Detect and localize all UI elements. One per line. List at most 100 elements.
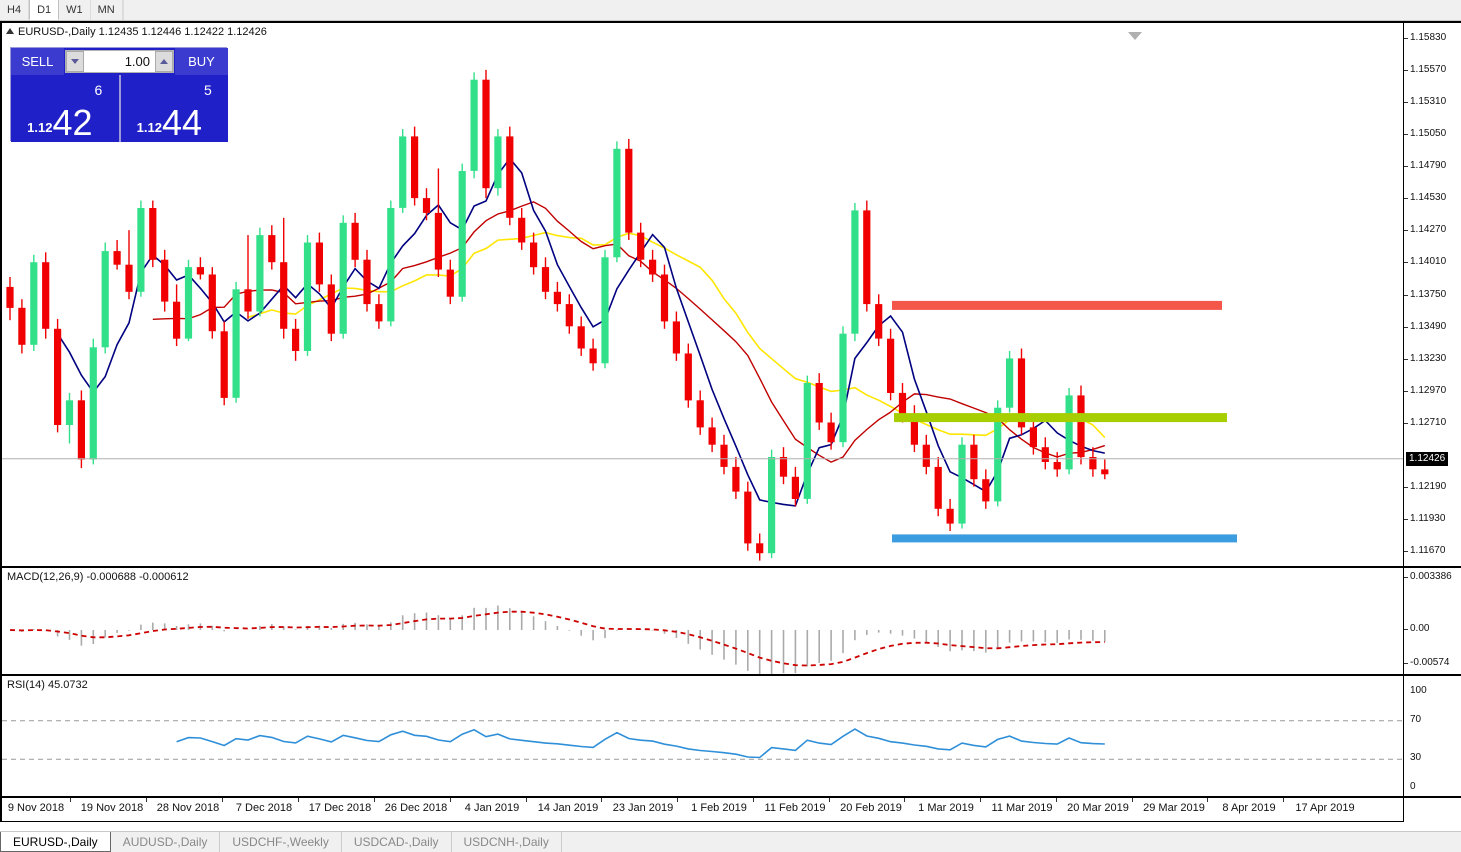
- volume-increase-button[interactable]: [155, 51, 173, 72]
- candle: [553, 281, 561, 312]
- candle: [101, 242, 109, 354]
- candle: [601, 249, 609, 369]
- chart-tab-usdchf-weekly[interactable]: USDCHF-,Weekly: [220, 832, 342, 852]
- candle: [30, 254, 38, 351]
- candle: [89, 338, 97, 465]
- price-scale-label: 1.13230: [1410, 352, 1447, 364]
- candle-body: [446, 269, 454, 297]
- time-scale-label: 1 Feb 2019: [691, 802, 747, 814]
- candle: [613, 141, 621, 263]
- candle-body: [684, 353, 692, 401]
- timeframe-button-mn[interactable]: MN: [90, 0, 123, 20]
- candle: [1077, 385, 1085, 465]
- candle-body: [351, 222, 359, 260]
- volume-input[interactable]: 1.00: [84, 51, 155, 72]
- tick-mark: [1404, 663, 1408, 664]
- chart-frame: EURUSD-,Daily 1.12435 1.12446 1.12422 1.…: [0, 21, 1461, 831]
- candle: [768, 449, 776, 559]
- volume-decrease-button[interactable]: [66, 51, 84, 72]
- time-scale-label: 9 Nov 2018: [7, 802, 65, 814]
- chart-tab-audusd-daily[interactable]: AUDUSD-,Daily: [111, 832, 221, 852]
- sell-price-quote[interactable]: 1.12 42 6: [11, 75, 121, 142]
- support-line: [892, 534, 1237, 543]
- macd-pane[interactable]: MACD(12,26,9) -0.000688 -0.000612: [0, 568, 1404, 676]
- one-click-trading-panel[interactable]: SELL 1.00 BUY 1.12 42 6 1.12 44 5: [10, 47, 228, 142]
- price-scale-label: 1.15050: [1410, 128, 1447, 140]
- price-scale-label: 1.14010: [1410, 256, 1447, 268]
- time-scale-tick: [904, 798, 905, 802]
- candle: [399, 129, 407, 213]
- candle: [327, 274, 335, 342]
- candle: [375, 294, 383, 329]
- candle-body: [89, 347, 97, 460]
- rsi-pane[interactable]: RSI(14) 45.0732: [0, 676, 1404, 798]
- candle-body: [268, 235, 276, 263]
- candle: [672, 311, 680, 361]
- current-price-tag: 1.12426: [1406, 451, 1449, 466]
- chart-tab-usdcad-daily[interactable]: USDCAD-,Daily: [342, 832, 452, 852]
- candle: [292, 318, 300, 361]
- candle-body: [363, 259, 371, 305]
- candle: [196, 257, 204, 280]
- time-scale-label: 11 Feb 2019: [764, 802, 826, 814]
- time-scale-tick: [374, 798, 375, 802]
- candle: [660, 264, 669, 329]
- rsi-title: RSI(14) 45.0732: [7, 679, 88, 691]
- candle-body: [458, 171, 466, 297]
- candle-body: [637, 232, 645, 260]
- candle-body: [1006, 358, 1014, 408]
- candle: [910, 405, 918, 453]
- candle: [208, 267, 216, 339]
- candle: [708, 417, 716, 453]
- tick-mark: [1404, 166, 1408, 168]
- candle: [351, 212, 359, 268]
- buy-button[interactable]: BUY: [175, 48, 228, 75]
- candle: [744, 481, 752, 551]
- candle: [1065, 387, 1073, 475]
- candle-body: [161, 259, 169, 302]
- candle-body: [292, 328, 300, 351]
- candle-body: [589, 348, 597, 364]
- candle: [18, 299, 26, 354]
- candle-body: [827, 422, 835, 443]
- candle-body: [779, 457, 788, 477]
- sell-price-prefix: 1.12: [27, 120, 53, 135]
- buy-price-quote[interactable]: 1.12 44 5: [120, 75, 228, 142]
- candle-body: [113, 251, 121, 265]
- candle-body: [982, 479, 990, 502]
- price-scale-label: 1.12190: [1410, 480, 1447, 492]
- timeframe-button-w1[interactable]: W1: [59, 0, 91, 20]
- candle-body: [970, 444, 978, 480]
- candle: [339, 215, 347, 339]
- candle: [851, 203, 859, 342]
- price-chart-pane[interactable]: EURUSD-,Daily 1.12435 1.12446 1.12422 1.…: [0, 23, 1404, 568]
- candle-body: [839, 333, 847, 443]
- sell-button[interactable]: SELL: [11, 48, 64, 75]
- candle-body: [744, 491, 752, 544]
- tick-mark: [1404, 518, 1408, 520]
- volume-stepper[interactable]: 1.00: [65, 50, 174, 73]
- chart-tab-usdcnh-daily[interactable]: USDCNH-,Daily: [452, 832, 562, 852]
- candle: [779, 447, 788, 485]
- candle-body: [660, 274, 669, 322]
- time-scale-label: 8 Apr 2019: [1222, 802, 1276, 814]
- time-scale-tick: [1283, 798, 1284, 802]
- collapse-arrow-icon[interactable]: [6, 28, 14, 34]
- candle-body: [137, 208, 145, 292]
- timeframe-button-d1[interactable]: D1: [29, 0, 60, 20]
- timeframe-button-h4[interactable]: H4: [0, 0, 30, 20]
- chart-header-text: EURUSD-,Daily 1.12435 1.12446 1.12422 1.…: [18, 26, 267, 38]
- candle-body: [541, 267, 550, 292]
- time-scale[interactable]: 9 Nov 2018 19 Nov 2018 28 Nov 2018 7 Dec 20…: [0, 798, 1404, 822]
- chart-scroll-marker-icon[interactable]: [1128, 32, 1142, 40]
- candle: [815, 373, 823, 430]
- candle: [280, 217, 288, 339]
- candle-body: [922, 444, 930, 467]
- price-scale[interactable]: 1.15830 1.15570 1.15310 1.15050 1.14790 1.145…: [1404, 23, 1461, 568]
- candle: [387, 200, 395, 327]
- chart-tab-eurusd-daily[interactable]: EURUSD-,Daily: [0, 832, 111, 852]
- candle-body: [768, 457, 776, 554]
- sell-price-main: 42: [52, 102, 93, 144]
- candle-body: [315, 242, 323, 285]
- time-scale-tick: [601, 798, 602, 802]
